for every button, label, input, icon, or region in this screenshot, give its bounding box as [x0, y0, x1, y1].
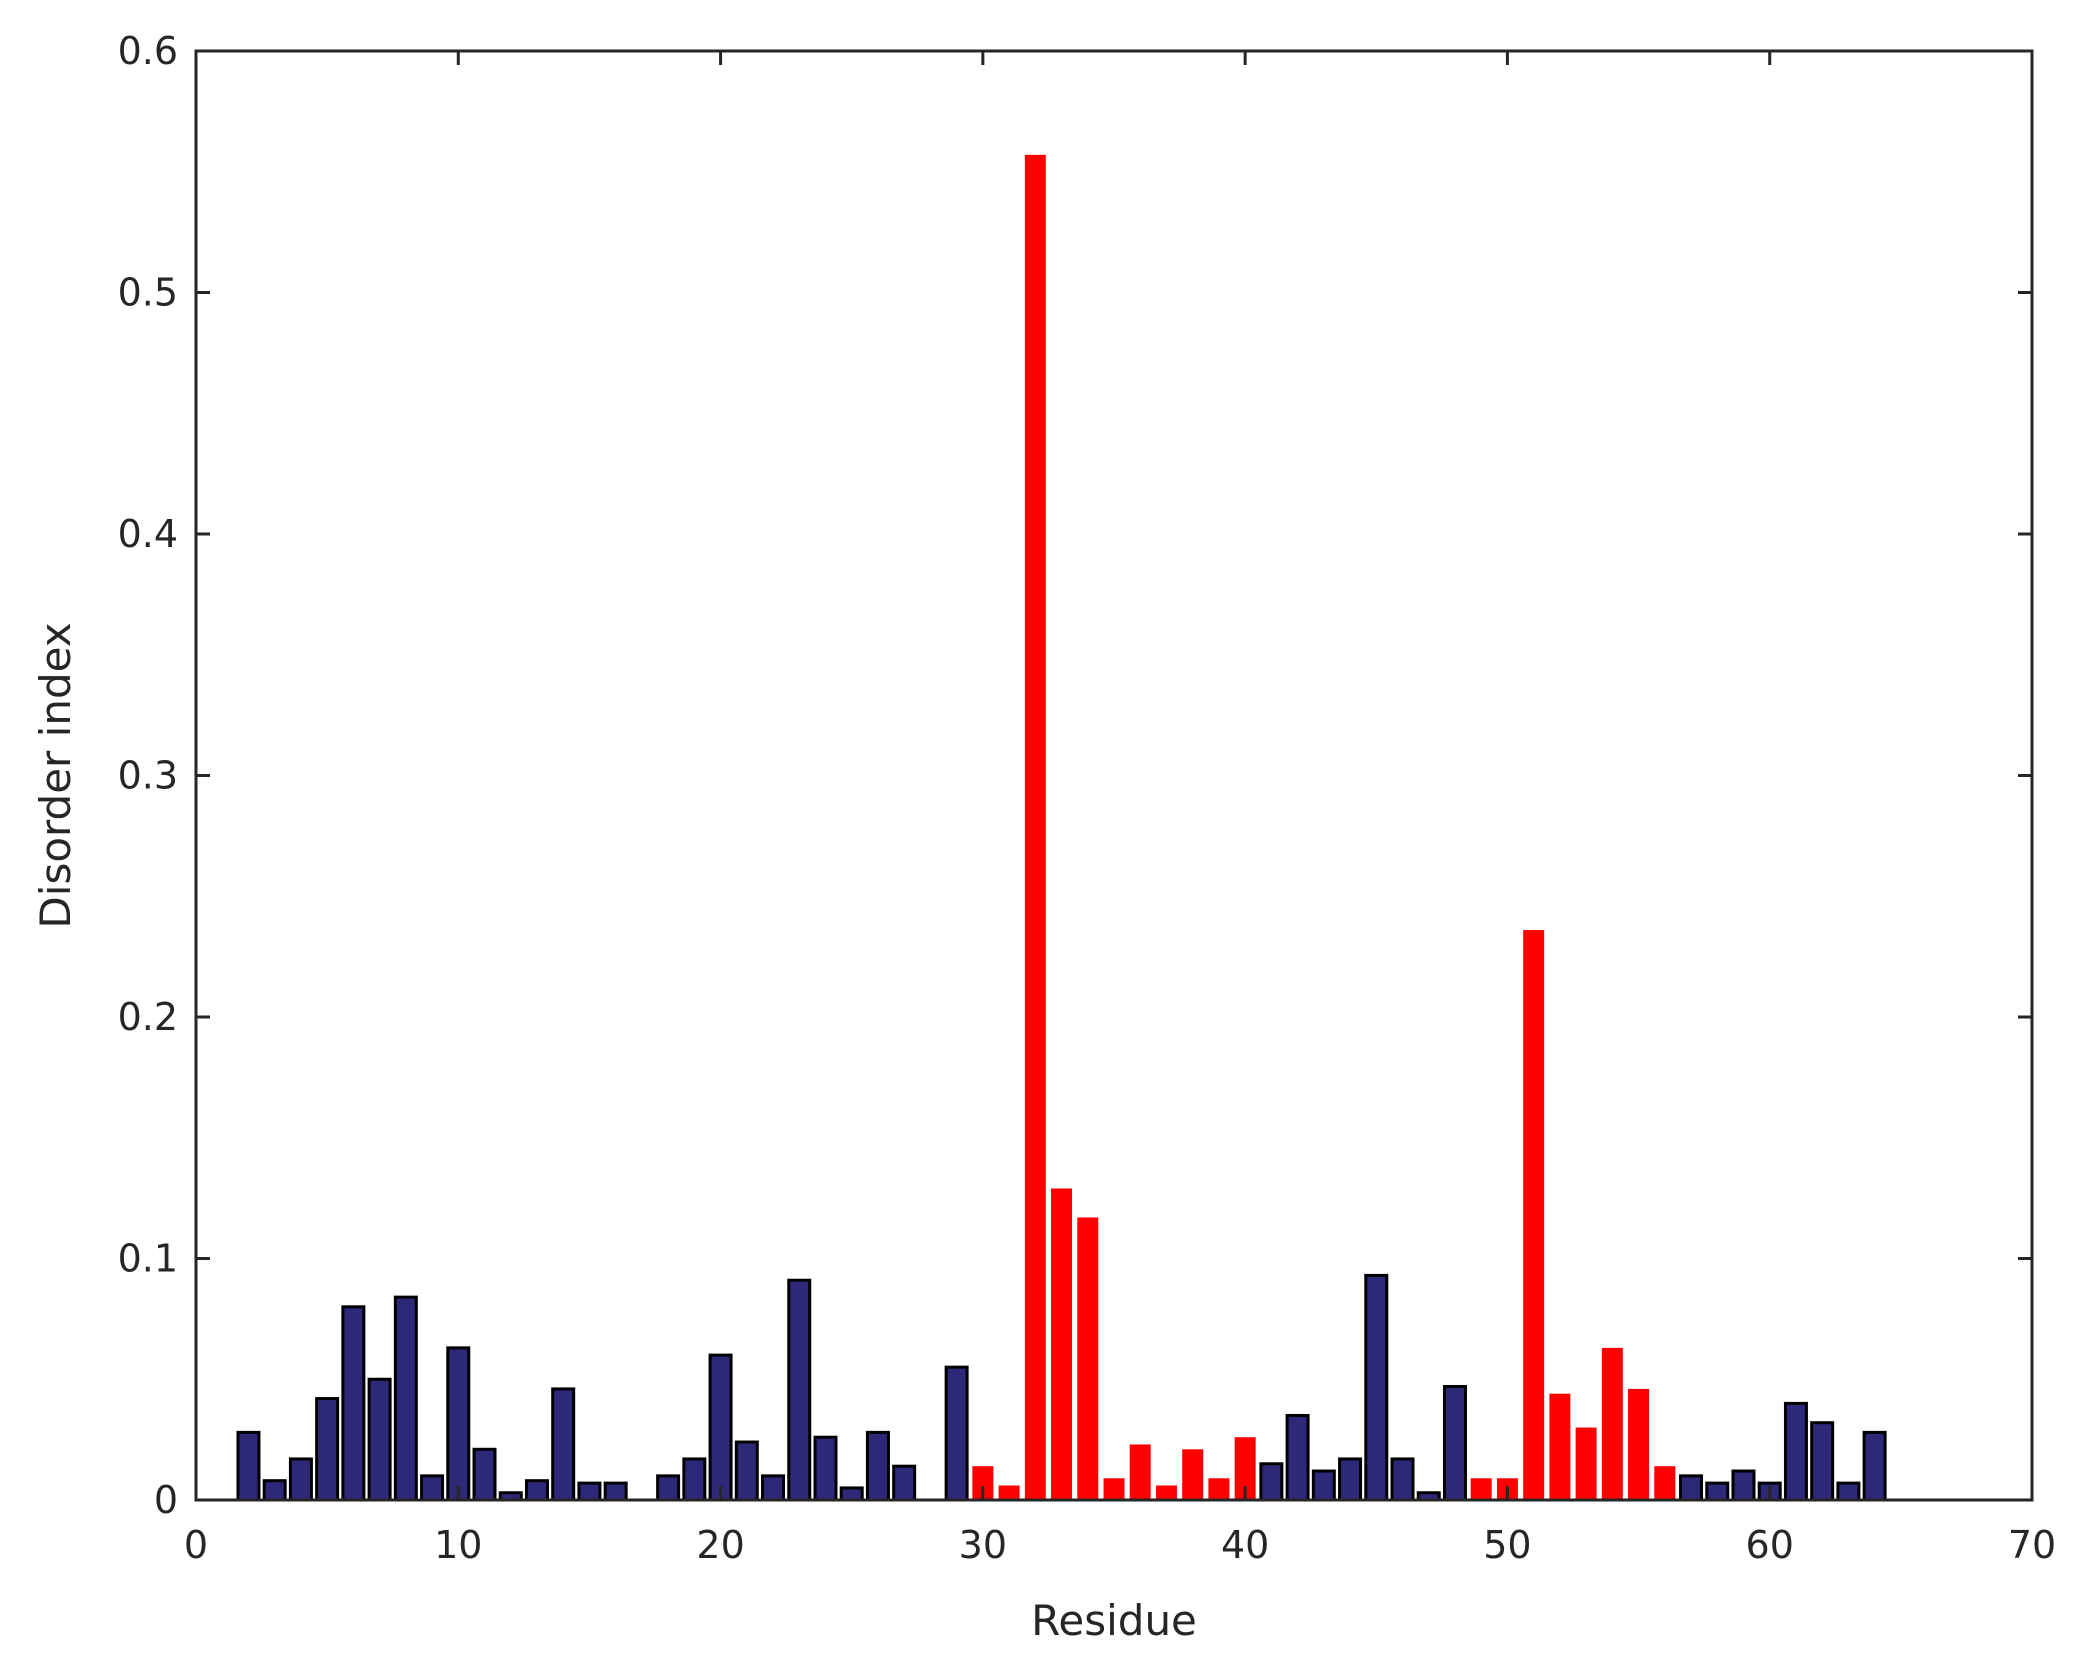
- y-tick-label: 0.1: [118, 1237, 178, 1281]
- bar-residue-53: [1575, 1427, 1597, 1500]
- y-tick-label: 0.6: [118, 29, 178, 73]
- bar-residue-41: [1259, 1462, 1284, 1502]
- bar-residue-10: [446, 1346, 471, 1502]
- y-tick-label: 0.3: [118, 754, 178, 798]
- plot-frame: [194, 49, 2034, 1502]
- bar-residue-46: [1390, 1457, 1415, 1502]
- bar-residue-61: [1783, 1401, 1808, 1502]
- bar-residue-58: [1705, 1481, 1730, 1502]
- bar-residue-21: [734, 1440, 759, 1502]
- bar-residue-49: [1470, 1478, 1492, 1500]
- y-tick-label: 0: [154, 1478, 178, 1522]
- bar-residue-23: [787, 1278, 812, 1502]
- y-tick-labels: 0 0.1 0.2 0.3 0.4 0.5 0.6: [118, 29, 178, 1522]
- bar-residue-45: [1364, 1273, 1389, 1502]
- bar-residue-26: [865, 1430, 890, 1502]
- bar-residue-8: [393, 1295, 418, 1502]
- bar-residue-20: [708, 1353, 733, 1502]
- bar-residue-18: [656, 1474, 681, 1502]
- bar-residue-13: [524, 1479, 549, 1502]
- bar-residue-27: [892, 1464, 917, 1502]
- bar-residue-31: [998, 1485, 1020, 1500]
- bar-residue-51: [1523, 930, 1545, 1500]
- x-axis-label: Residue: [1031, 1596, 1197, 1645]
- bar-residue-2: [236, 1430, 261, 1502]
- bar-residue-11: [472, 1447, 497, 1502]
- bar-residue-33: [1051, 1188, 1073, 1500]
- bar-residue-30: [972, 1466, 994, 1500]
- bar-residue-43: [1311, 1469, 1336, 1502]
- bar-residue-36: [1129, 1444, 1151, 1500]
- bar-residue-9: [420, 1474, 445, 1502]
- bar-residue-56: [1654, 1466, 1676, 1500]
- x-tick-label: 50: [1483, 1523, 1531, 1567]
- bar-residue-63: [1836, 1481, 1861, 1502]
- bar-residue-14: [551, 1387, 576, 1502]
- bar-residue-59: [1731, 1469, 1756, 1502]
- y-tick-label: 0.2: [118, 995, 178, 1039]
- bar-residue-62: [1810, 1421, 1835, 1502]
- bar-residue-22: [761, 1474, 786, 1502]
- x-tick-label: 10: [434, 1523, 482, 1567]
- bar-residue-35: [1103, 1478, 1125, 1500]
- bar-residue-25: [839, 1486, 864, 1502]
- bar-residue-32: [1024, 154, 1046, 1501]
- bar-residue-6: [341, 1305, 366, 1502]
- bar-residue-38: [1182, 1449, 1204, 1500]
- bar-residue-34: [1077, 1217, 1099, 1500]
- bar-residue-29: [944, 1365, 969, 1502]
- bar-residue-57: [1679, 1474, 1704, 1502]
- y-tick-label: 0.4: [118, 512, 178, 556]
- bar-residue-19: [682, 1457, 707, 1502]
- x-tick-label: 30: [959, 1523, 1007, 1567]
- bar-residue-54: [1601, 1347, 1623, 1500]
- bar-residue-64: [1862, 1430, 1887, 1502]
- bars-layer: [236, 154, 1887, 1502]
- bar-residue-7: [367, 1377, 392, 1502]
- bar-residue-4: [288, 1457, 313, 1502]
- bar-residue-15: [577, 1481, 602, 1502]
- bar-residue-24: [813, 1435, 838, 1502]
- bar-residue-55: [1628, 1388, 1650, 1500]
- bar-residue-16: [603, 1481, 628, 1502]
- x-tick-label: 70: [2008, 1523, 2056, 1567]
- bar-residue-40: [1234, 1437, 1256, 1500]
- bar-residue-39: [1208, 1478, 1230, 1500]
- y-tick-label: 0.5: [118, 271, 178, 315]
- bar-residue-42: [1285, 1413, 1310, 1502]
- bar-residue-52: [1549, 1393, 1571, 1500]
- x-tick-label: 0: [184, 1523, 208, 1567]
- bar-residue-44: [1338, 1457, 1363, 1502]
- x-tick-label: 60: [1746, 1523, 1794, 1567]
- ticks-layer: [194, 49, 2034, 1502]
- y-axis-label: Disorder index: [31, 622, 80, 928]
- x-tick-label: 40: [1221, 1523, 1269, 1567]
- bar-residue-3: [262, 1479, 287, 1502]
- x-tick-labels: 0 10 20 30 40 50 60 70: [184, 1523, 2056, 1567]
- bar-residue-37: [1155, 1485, 1177, 1500]
- bar-residue-48: [1442, 1384, 1467, 1502]
- x-tick-label: 20: [696, 1523, 744, 1567]
- bar-residue-5: [315, 1397, 340, 1502]
